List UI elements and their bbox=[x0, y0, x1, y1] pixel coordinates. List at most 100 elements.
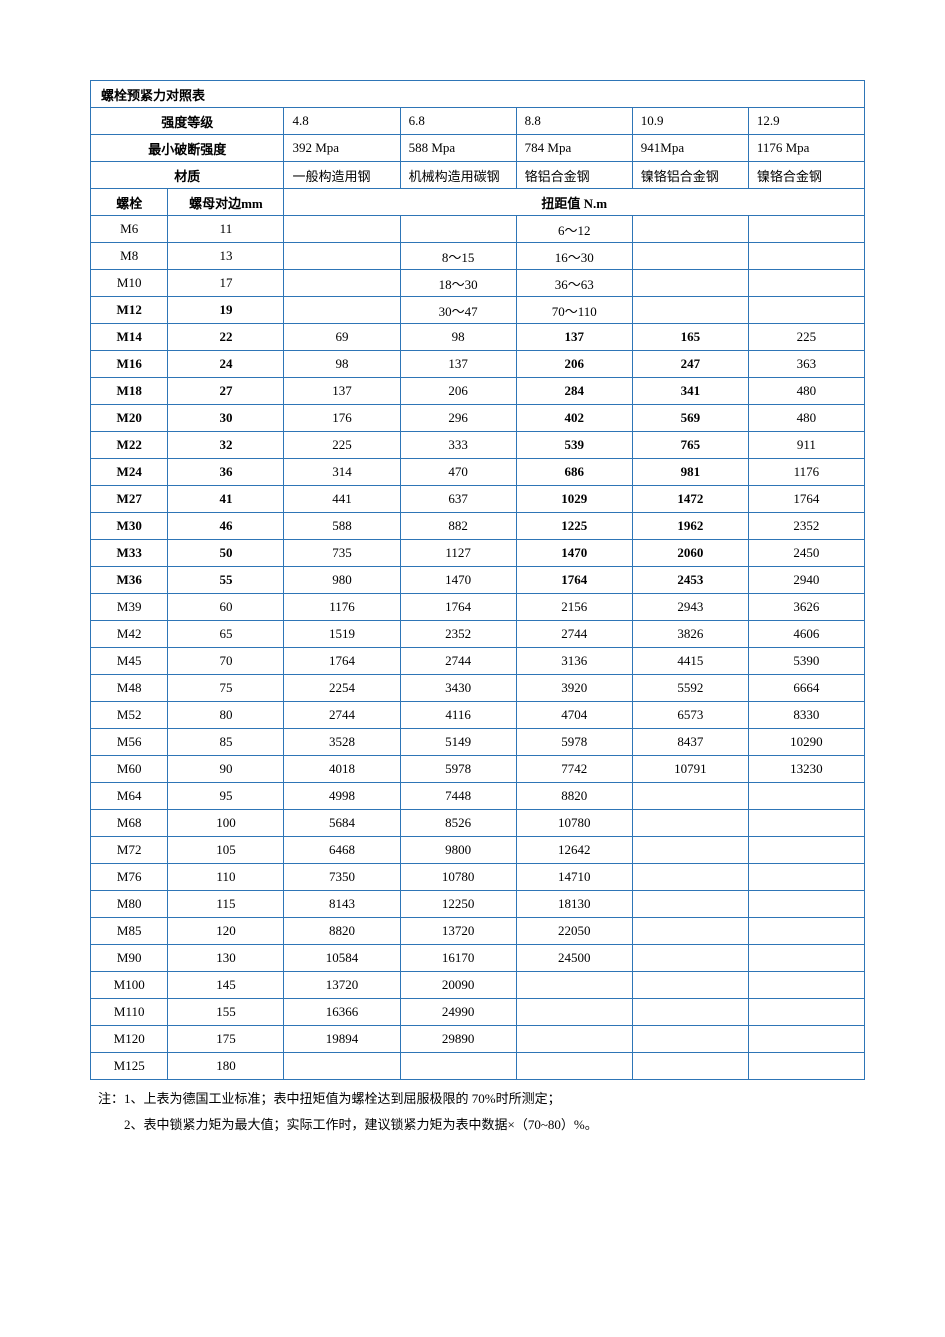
bolt-cell: M18 bbox=[91, 378, 168, 405]
bolt-cell: M33 bbox=[91, 540, 168, 567]
bolt-cell: M125 bbox=[91, 1053, 168, 1080]
torque-cell: 341 bbox=[632, 378, 748, 405]
column-header-row: 螺栓 螺母对边mm 扭距值 N.m bbox=[91, 189, 865, 216]
torque-header: 扭距值 N.m bbox=[284, 189, 865, 216]
torque-cell: 4018 bbox=[284, 756, 400, 783]
torque-cell: 225 bbox=[284, 432, 400, 459]
table-row: M528027444116470465738330 bbox=[91, 702, 865, 729]
torque-cell: 137 bbox=[400, 351, 516, 378]
torque-cell bbox=[400, 216, 516, 243]
torque-cell: 765 bbox=[632, 432, 748, 459]
torque-cell: 4998 bbox=[284, 783, 400, 810]
torque-cell: 225 bbox=[748, 324, 864, 351]
torque-cell: 1470 bbox=[400, 567, 516, 594]
torque-cell bbox=[516, 999, 632, 1026]
material-cell: 机械构造用碳钢 bbox=[400, 162, 516, 189]
torque-cell bbox=[632, 297, 748, 324]
torque-cell: 176 bbox=[284, 405, 400, 432]
bolt-cell: M42 bbox=[91, 621, 168, 648]
strength-grade-row: 强度等级 4.8 6.8 8.8 10.9 12.9 bbox=[91, 108, 865, 135]
bolt-cell: M6 bbox=[91, 216, 168, 243]
bolt-cell: M100 bbox=[91, 972, 168, 999]
torque-cell: 98 bbox=[400, 324, 516, 351]
nut-cell: 110 bbox=[168, 864, 284, 891]
torque-cell: 2453 bbox=[632, 567, 748, 594]
nut-cell: 130 bbox=[168, 945, 284, 972]
torque-cell: 206 bbox=[400, 378, 516, 405]
torque-cell: 10791 bbox=[632, 756, 748, 783]
grade-cell: 8.8 bbox=[516, 108, 632, 135]
torque-cell: 314 bbox=[284, 459, 400, 486]
table-row: M3046588882122519622352 bbox=[91, 513, 865, 540]
torque-cell: 5684 bbox=[284, 810, 400, 837]
torque-cell bbox=[748, 297, 864, 324]
table-row: M60904018597877421079113230 bbox=[91, 756, 865, 783]
torque-cell bbox=[632, 918, 748, 945]
table-row: M162498137206247363 bbox=[91, 351, 865, 378]
torque-cell: 1472 bbox=[632, 486, 748, 513]
table-row: M7611073501078014710 bbox=[91, 864, 865, 891]
torque-cell: 2352 bbox=[400, 621, 516, 648]
min-break-cell: 784 Mpa bbox=[516, 135, 632, 162]
torque-cell bbox=[748, 918, 864, 945]
torque-cell bbox=[748, 972, 864, 999]
material-label: 材质 bbox=[91, 162, 284, 189]
torque-cell: 981 bbox=[632, 459, 748, 486]
torque-cell bbox=[748, 1053, 864, 1080]
torque-cell bbox=[284, 270, 400, 297]
torque-cell: 6～12 bbox=[516, 216, 632, 243]
grade-cell: 12.9 bbox=[748, 108, 864, 135]
torque-cell: 1764 bbox=[400, 594, 516, 621]
material-cell: 镍铬铝合金钢 bbox=[632, 162, 748, 189]
torque-cell: 8330 bbox=[748, 702, 864, 729]
nut-cell: 13 bbox=[168, 243, 284, 270]
torque-cell bbox=[748, 891, 864, 918]
grade-cell: 6.8 bbox=[400, 108, 516, 135]
torque-cell: 539 bbox=[516, 432, 632, 459]
torque-cell: 4606 bbox=[748, 621, 864, 648]
table-row: M8512088201372022050 bbox=[91, 918, 865, 945]
torque-cell: 6468 bbox=[284, 837, 400, 864]
torque-cell: 2060 bbox=[632, 540, 748, 567]
min-break-cell: 588 Mpa bbox=[400, 135, 516, 162]
torque-cell bbox=[632, 864, 748, 891]
torque-cell bbox=[632, 1026, 748, 1053]
torque-cell bbox=[284, 216, 400, 243]
torque-cell: 16～30 bbox=[516, 243, 632, 270]
table-title-row: 螺栓预紧力对照表 bbox=[91, 81, 865, 108]
table-row: M101718～3036～63 bbox=[91, 270, 865, 297]
torque-cell: 10584 bbox=[284, 945, 400, 972]
material-cell: 铬铝合金钢 bbox=[516, 162, 632, 189]
torque-cell bbox=[632, 243, 748, 270]
torque-cell: 363 bbox=[748, 351, 864, 378]
torque-cell: 1127 bbox=[400, 540, 516, 567]
torque-cell: 7448 bbox=[400, 783, 516, 810]
torque-cell: 247 bbox=[632, 351, 748, 378]
torque-cell: 19894 bbox=[284, 1026, 400, 1053]
min-break-cell: 1176 Mpa bbox=[748, 135, 864, 162]
torque-cell: 588 bbox=[284, 513, 400, 540]
table-row: M8011581431225018130 bbox=[91, 891, 865, 918]
material-cell: 一般构造用钢 bbox=[284, 162, 400, 189]
torque-cell bbox=[284, 243, 400, 270]
footnote-line: 2、表中锁紧力矩为最大值；实际工作时，建议锁紧力矩为表中数据×（70~80）%。 bbox=[98, 1112, 861, 1138]
torque-cell bbox=[632, 783, 748, 810]
table-row: M487522543430392055926664 bbox=[91, 675, 865, 702]
torque-cell: 1764 bbox=[284, 648, 400, 675]
torque-cell: 2254 bbox=[284, 675, 400, 702]
bolt-cell: M110 bbox=[91, 999, 168, 1026]
bolt-cell: M20 bbox=[91, 405, 168, 432]
bolt-cell: M76 bbox=[91, 864, 168, 891]
nut-cell: 85 bbox=[168, 729, 284, 756]
bolt-cell: M10 bbox=[91, 270, 168, 297]
torque-cell bbox=[748, 216, 864, 243]
torque-cell: 402 bbox=[516, 405, 632, 432]
torque-cell: 1176 bbox=[748, 459, 864, 486]
nut-cell: 32 bbox=[168, 432, 284, 459]
torque-cell: 569 bbox=[632, 405, 748, 432]
torque-cell: 12250 bbox=[400, 891, 516, 918]
bolt-cell: M72 bbox=[91, 837, 168, 864]
nut-cell: 50 bbox=[168, 540, 284, 567]
table-row: M457017642744313644155390 bbox=[91, 648, 865, 675]
table-row: M681005684852610780 bbox=[91, 810, 865, 837]
